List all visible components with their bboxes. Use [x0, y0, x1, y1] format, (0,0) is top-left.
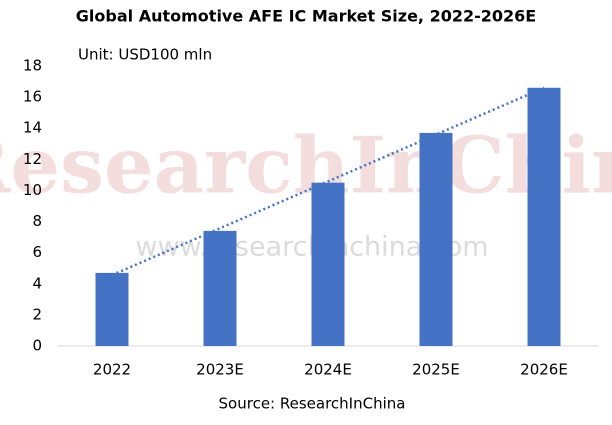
y-tick-label: 2	[32, 305, 42, 323]
x-tick-label: 2025E	[412, 361, 460, 379]
x-tick-label: 2026E	[520, 361, 568, 379]
bar	[203, 230, 237, 346]
y-tick-label: 4	[32, 274, 42, 292]
y-tick-label: 10	[23, 181, 42, 199]
y-tick-label: 14	[23, 119, 42, 137]
x-tick-label: 2024E	[304, 361, 352, 379]
bar	[527, 87, 561, 347]
y-tick-label: 8	[32, 212, 42, 230]
bar	[419, 132, 453, 346]
bar	[95, 272, 129, 346]
source: Source: ResearchInChina	[219, 395, 406, 413]
x-tick-label: 2022	[93, 361, 131, 379]
unit-label: Unit: USD100 mln	[78, 46, 212, 64]
watermark: ResearchInChina	[0, 121, 612, 212]
trend-line	[111, 86, 545, 277]
bar	[311, 182, 345, 346]
y-tick-label: 18	[23, 57, 42, 75]
y-tick-label: 16	[23, 88, 42, 106]
chart-title: Global Automotive AFE IC Market Size, 20…	[76, 7, 536, 26]
y-tick-label: 0	[32, 337, 42, 355]
y-tick-label: 6	[32, 243, 42, 261]
y-tick-label: 12	[23, 150, 42, 168]
x-tick-label: 2023E	[196, 361, 244, 379]
